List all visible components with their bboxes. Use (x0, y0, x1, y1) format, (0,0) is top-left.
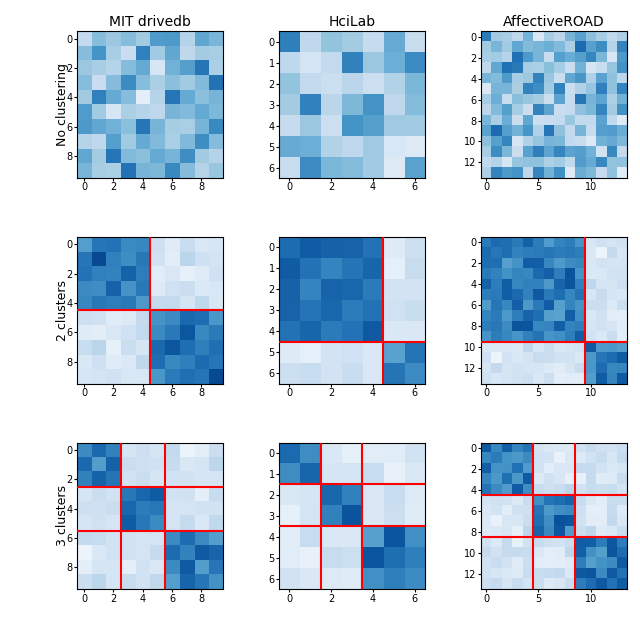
Y-axis label: 2 clusters: 2 clusters (56, 280, 68, 341)
Title: HciLab: HciLab (328, 15, 376, 29)
Title: MIT drivedb: MIT drivedb (109, 15, 191, 29)
Y-axis label: 3 clusters: 3 clusters (56, 485, 68, 547)
Y-axis label: No clustering: No clustering (56, 63, 68, 146)
Title: AffectiveROAD: AffectiveROAD (503, 15, 605, 29)
